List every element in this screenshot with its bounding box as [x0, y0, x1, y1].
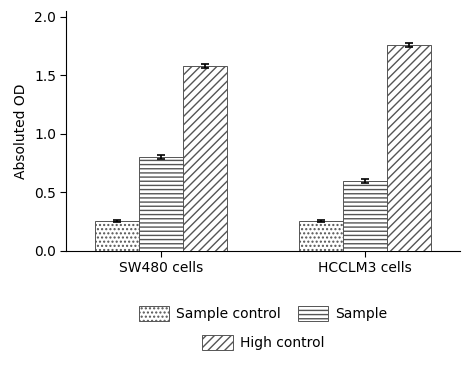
Bar [183, 66, 227, 251]
Bar [343, 181, 387, 251]
Bar [299, 221, 343, 251]
Y-axis label: Absoluted OD: Absoluted OD [14, 83, 28, 179]
Bar [95, 221, 139, 251]
Legend: High control: High control [202, 335, 324, 350]
Bar [139, 157, 183, 251]
Bar [387, 45, 431, 251]
